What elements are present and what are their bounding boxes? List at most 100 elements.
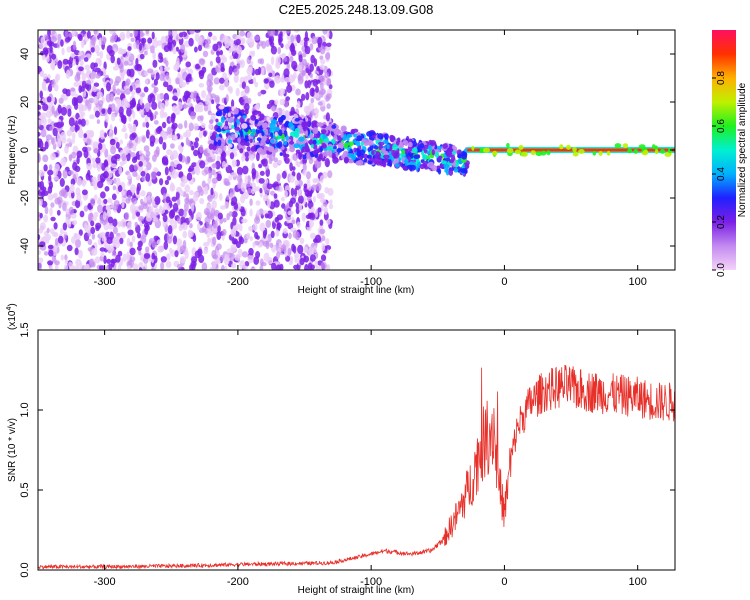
noise-dot	[319, 192, 325, 200]
noise-dot	[249, 236, 253, 242]
noise-dot	[263, 78, 269, 84]
noise-dot	[217, 212, 223, 220]
noise-dot	[289, 175, 295, 183]
noise-dot	[146, 215, 152, 222]
noise-dot	[212, 163, 217, 168]
noise-dot	[170, 161, 175, 168]
noise-dot	[179, 189, 184, 197]
noise-dot	[311, 184, 317, 191]
noise-dot	[138, 215, 145, 222]
noise-dot	[154, 196, 161, 205]
noise-dot	[153, 120, 159, 125]
noise-dot	[226, 195, 230, 201]
signal-dot	[383, 154, 390, 159]
noise-dot	[275, 56, 281, 65]
signal-dot	[310, 144, 314, 148]
noise-dot	[50, 216, 56, 222]
noise-dot	[309, 232, 316, 239]
noise-dot	[245, 74, 253, 81]
noise-dot	[261, 67, 265, 76]
noise-dot	[79, 59, 84, 67]
noise-dot	[180, 181, 186, 187]
signal-dot	[237, 137, 241, 144]
noise-dot	[96, 91, 103, 99]
signal-dot	[233, 108, 239, 115]
x-tick-label: -100	[360, 276, 382, 288]
noise-dot	[128, 115, 132, 122]
noise-dot	[103, 171, 109, 179]
noise-dot	[207, 237, 211, 245]
noise-dot	[268, 157, 273, 165]
noise-dot	[174, 250, 179, 258]
noise-dot	[319, 55, 324, 61]
signal-dot	[244, 142, 250, 146]
noise-dot	[239, 236, 245, 245]
noise-dot	[126, 237, 131, 247]
noise-dot	[225, 94, 229, 103]
signal-dot	[321, 129, 327, 135]
noise-dot	[131, 157, 138, 164]
noise-dot	[60, 131, 66, 141]
noise-dot	[130, 37, 135, 43]
noise-dot	[215, 65, 219, 73]
noise-dot	[219, 192, 223, 201]
noise-dot	[80, 86, 85, 92]
noise-dot	[57, 33, 62, 42]
noise-dot	[104, 114, 109, 123]
noise-dot	[39, 71, 44, 76]
noise-dot	[143, 196, 148, 204]
noise-dot	[276, 251, 280, 260]
noise-dot	[270, 45, 277, 55]
signal-dot	[242, 115, 247, 119]
noise-dot	[207, 73, 214, 83]
noise-dot	[180, 43, 186, 54]
signal-dot	[394, 157, 399, 165]
signal-dot	[293, 143, 301, 149]
noise-dot	[197, 185, 203, 193]
noise-dot	[93, 30, 98, 35]
noise-dot	[90, 62, 96, 70]
noise-dot	[74, 247, 79, 256]
noise-dot	[303, 255, 310, 263]
colorbar-tick-label: 0.4	[716, 167, 727, 181]
noise-dot	[284, 190, 288, 199]
noise-dot	[201, 180, 206, 188]
noise-dot	[212, 236, 217, 246]
noise-dot	[85, 224, 92, 234]
noise-dot	[172, 202, 179, 212]
signal-dot	[272, 150, 276, 158]
signal-dot	[367, 160, 373, 165]
noise-dot	[219, 77, 225, 84]
signal-dot	[377, 133, 384, 140]
noise-dot	[212, 260, 217, 269]
noise-dot	[209, 266, 214, 270]
signal-dot	[411, 140, 418, 147]
noise-dot	[72, 58, 77, 66]
noise-dot	[185, 155, 191, 165]
noise-dot	[265, 63, 270, 71]
noise-dot	[119, 112, 124, 118]
noise-dot	[126, 50, 131, 57]
noise-dot	[177, 144, 183, 151]
signal-dot	[389, 134, 395, 140]
noise-dot	[242, 165, 249, 175]
noise-dot	[179, 32, 184, 38]
signal-dot	[301, 146, 308, 153]
noise-dot	[212, 43, 219, 52]
signal-dot	[359, 149, 366, 156]
noise-dot	[259, 170, 265, 176]
noise-dot	[117, 47, 123, 55]
noise-dot	[178, 153, 183, 162]
signal-dot	[311, 120, 318, 126]
signal-dot	[306, 152, 310, 159]
noise-dot	[298, 54, 303, 63]
tone-band-core	[467, 148, 675, 152]
noise-dot	[203, 208, 210, 216]
noise-dot	[126, 107, 132, 117]
noise-dot	[158, 136, 164, 145]
noise-dot	[288, 74, 295, 84]
noise-dot	[153, 235, 160, 241]
noise-dot	[228, 211, 233, 217]
noise-dot	[327, 187, 334, 196]
noise-dot	[304, 80, 309, 89]
